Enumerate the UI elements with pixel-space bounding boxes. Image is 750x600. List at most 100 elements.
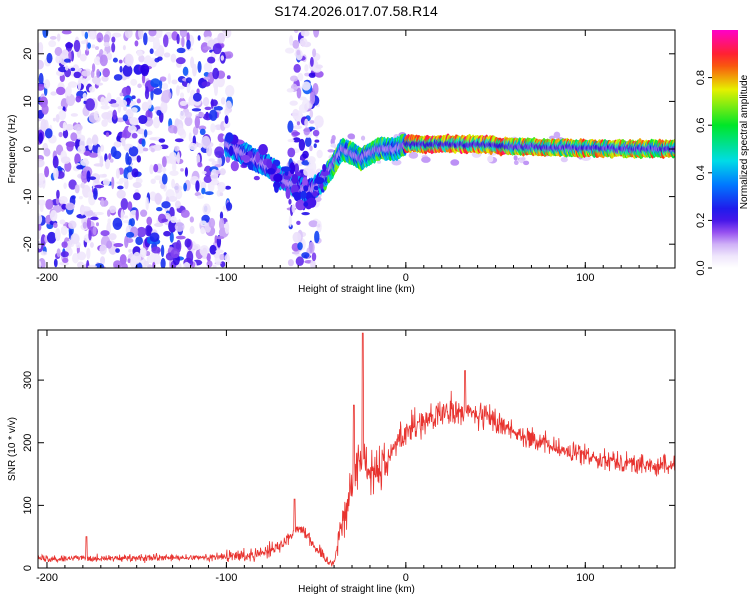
noise-blob [99,54,108,67]
noise-blob [97,146,101,159]
noise-blob [160,258,166,268]
colorbar: 0.0 0.2 0.4 0.6 0.8 Normalized spectral ampli… [695,30,750,276]
noise-blob [176,33,180,45]
noise-blob [94,46,99,50]
noise-blob [80,40,87,45]
noise-blob [208,217,216,229]
noise-blob [217,181,226,193]
noise-blob [96,32,104,43]
noise-blob [75,95,82,103]
noise-blob [81,170,88,184]
noise-blob [70,132,78,142]
noise-blob [80,182,85,189]
noise-blob [108,205,117,214]
noise-blob [112,57,118,63]
noise-blob [152,144,163,151]
noise-blob [59,219,66,225]
noise-blob [100,230,110,237]
noise-blob [61,241,68,248]
noise-blob [161,89,171,103]
noise-blob [293,30,299,34]
noise-blob [136,226,147,238]
snr-xtick-label: -100 [215,572,237,584]
noise-blob [81,70,91,77]
noise-blob [199,220,207,225]
noise-blob [172,162,177,172]
noise-blob [103,41,110,48]
noise-blob [179,100,188,106]
noise-blob [96,68,100,78]
noise-blob [197,60,202,73]
noise-blob [313,143,317,149]
noise-blob [77,251,87,261]
noise-blob [76,213,87,219]
noise-blob [174,182,180,194]
noise-blob [161,156,167,168]
noise-blob [312,48,317,58]
noise-blob [144,55,152,67]
noise-blob [208,158,215,162]
noise-blob [179,110,186,120]
spectrogram-ytick-label: 20 [22,48,34,60]
noise-blob [150,88,154,101]
noise-blob [86,247,91,260]
noise-blob [168,151,178,165]
noise-blob [287,138,295,143]
noise-blob [308,220,319,228]
noise-blob [161,167,167,172]
noise-blob [111,36,116,43]
noise-blob [209,244,217,255]
noise-blob [170,248,180,259]
noise-blob [127,125,137,134]
noise-blob [289,100,298,106]
noise-blob [94,263,105,268]
noise-blob [121,86,131,98]
signal-mark [255,151,261,164]
noise-blob [93,110,99,121]
noise-blob [60,225,68,236]
noise-blob [560,157,568,163]
noise-blob [151,246,161,254]
spectrogram-ytick-label: -10 [22,189,34,205]
noise-blob [301,212,310,216]
noise-blob [161,218,168,223]
noise-blob [450,159,460,166]
noise-blob [170,215,177,224]
noise-blob [57,105,63,110]
noise-blob [122,45,126,51]
noise-blob [215,169,221,175]
noise-blob [100,96,106,106]
noise-blob [209,109,218,121]
noise-blob [185,77,193,83]
noise-blob [224,51,234,59]
noise-blob [130,78,138,86]
noise-blob [294,163,300,174]
noise-blob [140,209,148,217]
noise-blob [113,141,122,148]
noise-blob [158,179,163,185]
noise-blob [96,82,104,86]
noise-blob [52,117,56,122]
noise-blob [146,255,156,264]
noise-blob [122,114,129,122]
noise-blob [171,79,178,85]
noise-blob [315,64,323,69]
noise-blob [309,92,316,105]
noise-blob [110,103,120,108]
noise-blob [48,40,57,48]
noise-blob [130,255,138,268]
noise-blob [77,78,82,91]
noise-blob [80,159,90,166]
noise-blob [89,241,94,248]
noise-blob [218,217,225,231]
noise-blob [307,156,316,164]
noise-blob [43,79,51,89]
noise-blob [169,231,174,243]
noise-blob [156,206,163,212]
noise-blob [111,42,116,53]
noise-blob [155,30,163,39]
noise-blob [202,46,212,51]
spectrogram-blobs [38,30,675,268]
signal-mark [258,143,268,156]
snr-xtick-label: -200 [36,572,58,584]
